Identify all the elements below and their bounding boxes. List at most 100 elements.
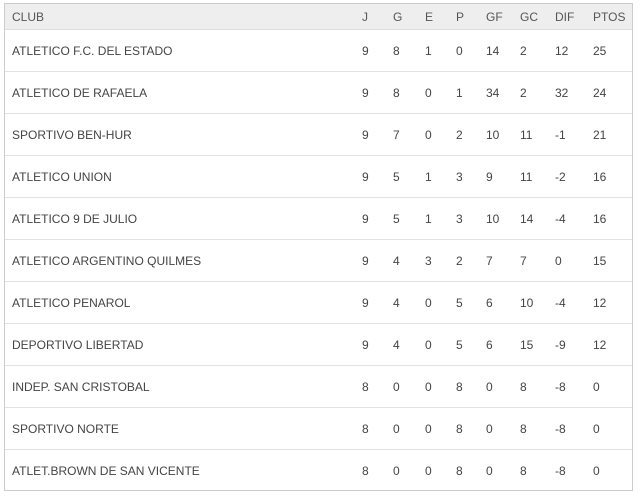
cell-ptos: 15 xyxy=(593,254,607,268)
table-row: ATLETICO UNION 9 5 1 3 9 11 -2 16 xyxy=(5,156,632,198)
cell-j: 9 xyxy=(362,212,369,226)
cell-gf: 0 xyxy=(486,380,493,394)
header-dif: DIF xyxy=(555,10,575,24)
table-body: ATLETICO F.C. DEL ESTADO 9 8 1 0 14 2 12 25 ATLET… xyxy=(5,30,632,492)
cell-p: 5 xyxy=(456,296,463,310)
cell-p: 2 xyxy=(456,128,463,142)
cell-ptos: 0 xyxy=(593,422,600,436)
cell-dif: 32 xyxy=(555,86,569,100)
cell-e: 1 xyxy=(425,212,432,226)
cell-g: 0 xyxy=(393,380,400,394)
cell-dif: -2 xyxy=(555,170,566,184)
cell-j: 9 xyxy=(362,338,369,352)
table-row: DEPORTIVO LIBERTAD 9 4 0 5 6 15 -9 12 xyxy=(5,324,632,366)
cell-dif: -8 xyxy=(555,422,566,436)
cell-ptos: 16 xyxy=(593,212,607,226)
cell-g: 8 xyxy=(393,44,400,58)
cell-club: INDEP. SAN CRISTOBAL xyxy=(12,380,150,394)
cell-j: 8 xyxy=(362,380,369,394)
cell-gf: 10 xyxy=(486,212,500,226)
cell-gc: 8 xyxy=(520,380,527,394)
cell-p: 8 xyxy=(456,422,463,436)
table-row: SPORTIVO NORTE 8 0 0 8 0 8 -8 0 xyxy=(5,408,632,450)
cell-p: 3 xyxy=(456,212,463,226)
cell-e: 0 xyxy=(425,86,432,100)
cell-gf: 0 xyxy=(486,422,493,436)
cell-dif: -1 xyxy=(555,128,566,142)
header-club: CLUB xyxy=(12,10,45,24)
table-row: INDEP. SAN CRISTOBAL 8 0 0 8 0 8 -8 0 xyxy=(5,366,632,408)
cell-ptos: 0 xyxy=(593,380,600,394)
cell-g: 8 xyxy=(393,86,400,100)
cell-e: 1 xyxy=(425,170,432,184)
cell-p: 5 xyxy=(456,338,463,352)
cell-gc: 8 xyxy=(520,422,527,436)
cell-club: SPORTIVO BEN-HUR xyxy=(12,128,132,142)
cell-g: 7 xyxy=(393,128,400,142)
cell-gc: 11 xyxy=(520,170,533,184)
cell-gf: 6 xyxy=(486,296,493,310)
table-row: ATLETICO F.C. DEL ESTADO 9 8 1 0 14 2 12 25 xyxy=(5,30,632,72)
cell-j: 8 xyxy=(362,422,369,436)
cell-club: SPORTIVO NORTE xyxy=(12,422,119,436)
table-row: ATLETICO 9 DE JULIO 9 5 1 3 10 14 -4 16 xyxy=(5,198,632,240)
cell-j: 9 xyxy=(362,296,369,310)
cell-e: 0 xyxy=(425,128,432,142)
table-row: ATLETICO ARGENTINO QUILMES 9 4 3 2 7 7 0 15 xyxy=(5,240,632,282)
cell-dif: -9 xyxy=(555,338,566,352)
cell-e: 0 xyxy=(425,380,432,394)
cell-ptos: 0 xyxy=(593,464,600,478)
cell-gf: 14 xyxy=(486,44,500,58)
table-row: ATLETICO PENAROL 9 4 0 5 6 10 -4 12 xyxy=(5,282,632,324)
cell-gf: 6 xyxy=(486,338,493,352)
cell-club: ATLET.BROWN DE SAN VICENTE xyxy=(12,464,200,478)
cell-j: 9 xyxy=(362,44,369,58)
cell-dif: -4 xyxy=(555,296,566,310)
cell-gc: 14 xyxy=(520,212,534,226)
cell-ptos: 12 xyxy=(593,338,607,352)
cell-e: 0 xyxy=(425,338,432,352)
header-g: G xyxy=(393,10,403,24)
standings-table: CLUB J G E P GF GC DIF PTOS ATLETICO F.C. DEL ES… xyxy=(4,3,633,491)
cell-club: ATLETICO PENAROL xyxy=(12,296,131,310)
cell-gf: 7 xyxy=(486,254,493,268)
cell-p: 3 xyxy=(456,170,463,184)
cell-club: ATLETICO DE RAFAELA xyxy=(12,86,148,100)
cell-j: 9 xyxy=(362,86,369,100)
cell-g: 4 xyxy=(393,338,400,352)
header-p: P xyxy=(456,10,465,24)
cell-club: ATLETICO 9 DE JULIO xyxy=(12,212,138,226)
header-ptos: PTOS xyxy=(593,10,626,24)
cell-gc: 2 xyxy=(520,86,527,100)
cell-gc: 2 xyxy=(520,44,527,58)
cell-gc: 10 xyxy=(520,296,534,310)
cell-gf: 10 xyxy=(486,128,500,142)
header-gf: GF xyxy=(486,10,503,24)
cell-p: 2 xyxy=(456,254,463,268)
cell-gc: 7 xyxy=(520,254,527,268)
cell-dif: -8 xyxy=(555,380,566,394)
cell-club: ATLETICO UNION xyxy=(12,170,112,184)
table-row: SPORTIVO BEN-HUR 9 7 0 2 10 11 -1 21 xyxy=(5,114,632,156)
cell-g: 0 xyxy=(393,464,400,478)
cell-g: 4 xyxy=(393,296,400,310)
cell-gc: 15 xyxy=(520,338,534,352)
cell-dif: -4 xyxy=(555,212,566,226)
table-header: CLUB J G E P GF GC DIF PTOS xyxy=(5,4,632,30)
table-row: ATLET.BROWN DE SAN VICENTE 8 0 0 8 0 8 -8 0 xyxy=(5,450,632,492)
cell-p: 0 xyxy=(456,44,463,58)
cell-gf: 0 xyxy=(486,464,493,478)
cell-club: ATLETICO ARGENTINO QUILMES xyxy=(12,254,202,268)
cell-e: 0 xyxy=(425,296,432,310)
cell-ptos: 25 xyxy=(593,44,607,58)
cell-j: 9 xyxy=(362,254,369,268)
cell-dif: 0 xyxy=(555,254,562,268)
header-e: E xyxy=(425,10,434,24)
cell-e: 0 xyxy=(425,422,432,436)
cell-e: 1 xyxy=(425,44,432,58)
cell-gf: 34 xyxy=(486,86,500,100)
cell-dif: 12 xyxy=(555,44,569,58)
cell-ptos: 12 xyxy=(593,296,607,310)
cell-p: 1 xyxy=(456,86,463,100)
cell-e: 3 xyxy=(425,254,432,268)
